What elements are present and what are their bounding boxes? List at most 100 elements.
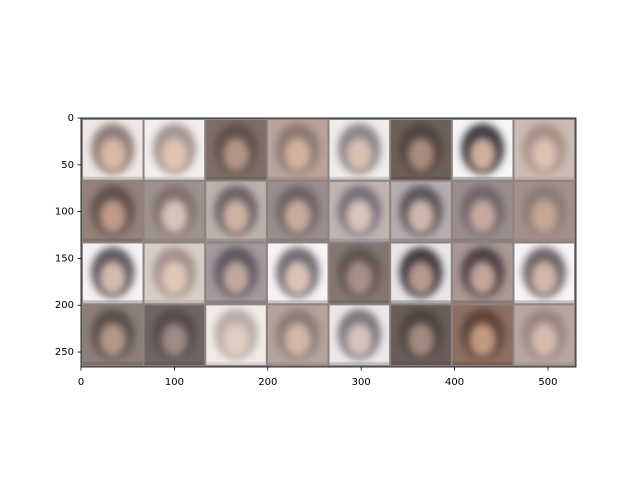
image-tile (391, 243, 451, 304)
y-tick-label: 100 (55, 207, 74, 218)
tile-noise (144, 176, 205, 180)
tile-noise (391, 238, 451, 242)
tile-face (531, 199, 558, 234)
tile-face (222, 261, 250, 295)
tile-face (346, 199, 373, 234)
tile-face (222, 137, 250, 172)
tile-face (284, 323, 311, 357)
x-tick-label: 500 (538, 377, 557, 388)
tile-face (161, 261, 188, 295)
image-tile (452, 119, 513, 180)
image-tile (452, 243, 513, 304)
image-tile (144, 119, 205, 180)
tile-face (222, 323, 250, 357)
image-tile (82, 119, 143, 180)
tile-noise (514, 362, 575, 366)
image-tile (82, 305, 143, 366)
image-tile (267, 119, 328, 180)
image-tile (144, 305, 205, 366)
tile-noise (514, 300, 575, 304)
x-tick-label: 400 (445, 377, 464, 388)
x-tick-label: 0 (78, 377, 84, 388)
image-tile (206, 119, 266, 180)
tile-face (161, 137, 188, 172)
tile-noise (267, 362, 328, 366)
tile-face (407, 199, 435, 234)
image-tile (329, 305, 390, 366)
tile-noise (144, 238, 205, 242)
tile-face (531, 323, 558, 357)
tile-face (284, 137, 311, 172)
tile-noise (329, 362, 390, 366)
x-tick-label: 300 (352, 377, 371, 388)
image-tile (391, 119, 451, 180)
image-tile (514, 243, 575, 304)
tile-face (99, 261, 126, 295)
image-tile (329, 181, 390, 242)
image-tile (82, 243, 143, 304)
tile-face (161, 199, 188, 234)
x-tick-label: 200 (258, 377, 277, 388)
image (81, 118, 576, 367)
tile-face (407, 261, 435, 295)
tile-face (531, 261, 558, 295)
tile-noise (206, 362, 266, 366)
image-tile (206, 181, 266, 242)
image-tile (329, 243, 390, 304)
tile-face (99, 323, 126, 357)
tile-noise (82, 362, 143, 366)
tile-noise (514, 238, 575, 242)
y-tick-label: 0 (68, 113, 74, 124)
tile-face (284, 199, 311, 234)
tile-face (407, 137, 435, 172)
image-tile (391, 181, 451, 242)
tile-face (469, 323, 496, 357)
tile-noise (82, 300, 143, 304)
tile-noise (391, 300, 451, 304)
image-tile (514, 119, 575, 180)
tile-face (99, 199, 126, 234)
image-tile (514, 305, 575, 366)
image-tile (82, 181, 143, 242)
image-tile (452, 305, 513, 366)
tile-face (407, 323, 435, 357)
tile-noise (452, 300, 513, 304)
x-tick-label: 100 (165, 377, 184, 388)
tile-noise (82, 176, 143, 180)
y-tick-label: 250 (55, 347, 74, 358)
tile-noise (329, 176, 390, 180)
image-tile (144, 181, 205, 242)
tile-face (469, 137, 496, 172)
tile-face (161, 323, 188, 357)
image-tile (391, 305, 451, 366)
tile-noise (144, 300, 205, 304)
image-tile (206, 243, 266, 304)
tile-noise (267, 300, 328, 304)
y-tick-label: 50 (61, 160, 74, 171)
image-tile (144, 243, 205, 304)
image-tile (267, 305, 328, 366)
tile-noise (391, 362, 451, 366)
tile-face (99, 137, 126, 172)
tile-face (469, 261, 496, 295)
tile-noise (391, 176, 451, 180)
tile-face (346, 137, 373, 172)
tile-noise (329, 238, 390, 242)
tile-face (222, 199, 250, 234)
tile-noise (144, 362, 205, 366)
tile-face (346, 261, 373, 295)
y-tick-label: 200 (55, 300, 74, 311)
image-tile (329, 119, 390, 180)
tile-noise (206, 176, 266, 180)
y-tick-label: 150 (55, 253, 74, 264)
image-tile (514, 181, 575, 242)
axes-frame (80, 117, 577, 368)
tile-noise (514, 176, 575, 180)
tile-noise (452, 362, 513, 366)
tile-noise (206, 300, 266, 304)
tile-face (531, 137, 558, 172)
image-tile (206, 305, 266, 366)
tile-noise (82, 238, 143, 242)
